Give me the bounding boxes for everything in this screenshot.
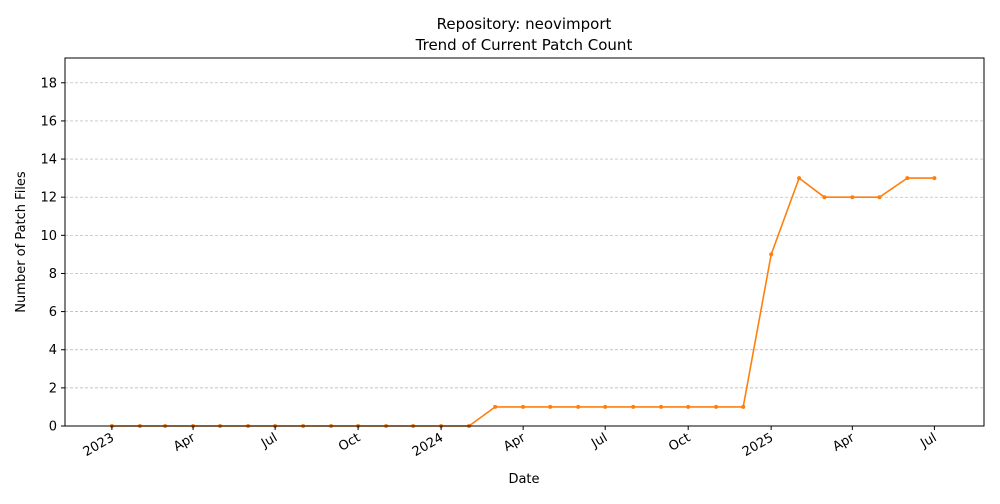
grid-lines xyxy=(65,82,984,389)
series-layer xyxy=(109,176,937,428)
data-point xyxy=(797,176,802,181)
x-tick-label: Jul xyxy=(588,430,610,451)
y-tick-label: 18 xyxy=(40,76,57,91)
data-point xyxy=(905,176,910,181)
x-tick-label: Jul xyxy=(258,430,280,451)
data-point xyxy=(822,195,827,200)
data-point xyxy=(741,404,746,409)
y-tick-label: 16 xyxy=(40,114,57,129)
data-point xyxy=(576,404,581,409)
y-tick-label: 6 xyxy=(49,305,57,320)
y-tick-label: 0 xyxy=(49,420,57,435)
data-point xyxy=(714,404,719,409)
x-tick-label: Apr xyxy=(501,430,529,455)
data-point xyxy=(769,252,774,257)
x-tick-label: 2023 xyxy=(81,430,117,460)
data-point xyxy=(850,195,855,200)
data-point xyxy=(521,404,526,409)
y-axis: 0 2 4 6 8 10 12 14 16 18 xyxy=(40,76,65,435)
plot-frame xyxy=(64,57,985,427)
x-tick-label: Apr xyxy=(171,430,199,455)
chart-title: Repository: neovimport xyxy=(437,15,612,33)
x-tick-label: Jul xyxy=(917,430,939,451)
y-tick-label: 2 xyxy=(49,381,57,396)
y-axis-label: Number of Patch Files xyxy=(14,171,29,313)
series-line xyxy=(111,177,935,427)
data-point xyxy=(548,404,553,409)
x-tick-label: Oct xyxy=(336,430,363,454)
data-point xyxy=(686,404,691,409)
data-point xyxy=(877,195,882,200)
x-axis: 2023 Apr Jul Oct 2024 Apr Jul Oct 2025 Apr Jul xyxy=(81,426,939,460)
x-axis-label: Date xyxy=(508,472,539,487)
y-tick-label: 14 xyxy=(40,153,57,168)
data-point xyxy=(659,404,664,409)
x-tick-label: 2024 xyxy=(410,430,446,460)
x-tick-label: Apr xyxy=(830,430,858,455)
y-tick-label: 10 xyxy=(40,229,57,244)
y-tick-label: 4 xyxy=(49,343,57,358)
data-point xyxy=(631,404,636,409)
data-point xyxy=(932,176,937,181)
data-point xyxy=(603,404,608,409)
chart-subtitle: Trend of Current Patch Count xyxy=(415,36,633,54)
data-point xyxy=(493,404,498,409)
x-tick-label: Oct xyxy=(666,430,693,454)
x-tick-label: 2025 xyxy=(740,430,776,460)
y-tick-label: 8 xyxy=(49,267,57,282)
y-tick-label: 12 xyxy=(40,191,57,206)
